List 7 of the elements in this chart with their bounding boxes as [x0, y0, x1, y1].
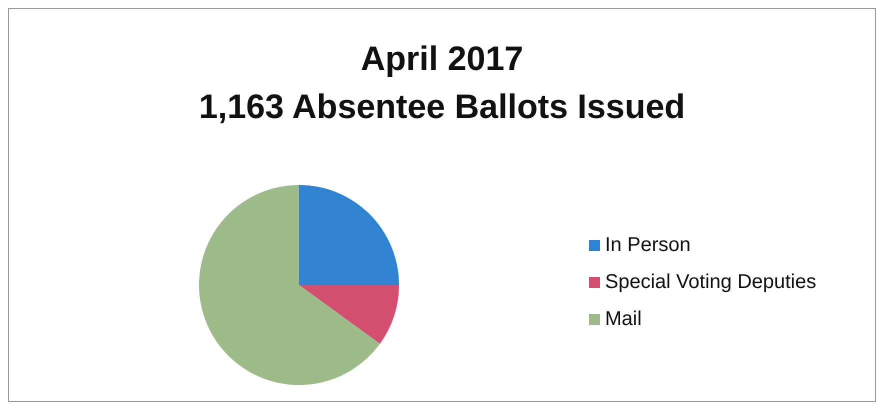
legend-label: In Person [605, 234, 691, 257]
pie-slice [299, 185, 399, 285]
legend-label: Mail [605, 308, 642, 331]
legend-label: Special Voting Deputies [605, 271, 816, 294]
pie-slice [199, 185, 380, 385]
chart-title: April 2017 1,163 Absentee Ballots Issued [198, 39, 686, 128]
pie-slice [299, 285, 399, 344]
